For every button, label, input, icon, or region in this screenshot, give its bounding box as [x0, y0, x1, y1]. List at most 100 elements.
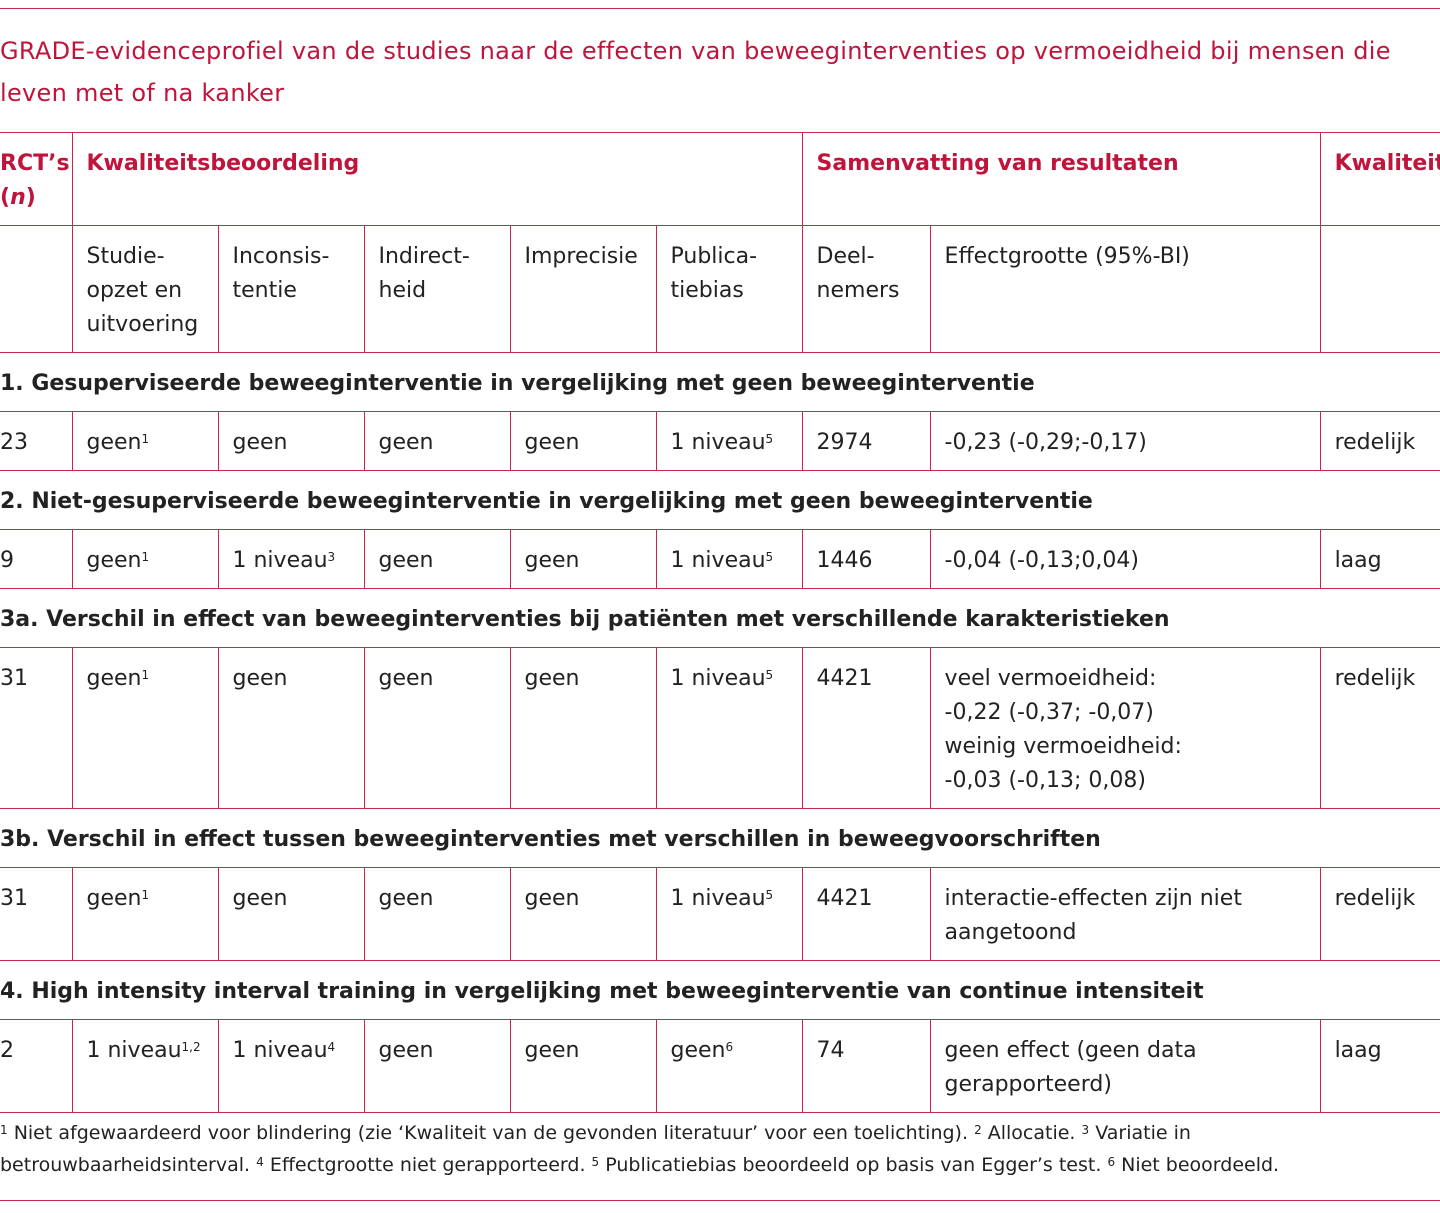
assessment-cell: 1 niveau3: [217, 529, 365, 589]
footnote-ref: 1: [141, 432, 150, 446]
effect-size: -0,04 (-0,13;0,04): [929, 529, 1321, 589]
footnote-mark: 3: [1081, 1123, 1090, 1137]
quality: redelijk: [1319, 647, 1440, 809]
data-row: 31 geen1 geen geen geen 1 niveau5 4421 interact…: [0, 867, 1440, 961]
footnote-text: Publicatiebias beoordeeld op basis van E…: [605, 1154, 1102, 1176]
cell-text: geen: [524, 666, 580, 691]
quality: redelijk: [1319, 867, 1440, 961]
footnotes: 1 Niet afgewaardeerd voor blindering (zi…: [0, 1117, 1430, 1181]
footnote-ref: 6: [725, 1040, 734, 1054]
assessment-cell: geen6: [655, 1019, 803, 1113]
subheader-cell: Inconsis-tentie: [217, 225, 365, 353]
subheader-cell: Publica-tiebias: [655, 225, 803, 353]
header-cell: Kwaliteit: [1319, 132, 1440, 226]
cell-text: geen: [524, 1038, 580, 1063]
subheader-cell: Deel-nemers: [801, 225, 931, 353]
top-rule: [0, 8, 1440, 9]
header-row: RCT’s (n) Kwaliteitsbeoordeling Samenvattin…: [0, 132, 1440, 226]
header-text: (: [0, 185, 11, 210]
section-row: 2. Niet-gesuperviseerde beweeginterventi…: [0, 470, 1440, 530]
footnote-ref: 3: [327, 550, 336, 564]
evidence-table: RCT’s (n) Kwaliteitsbeoordeling Samenvattin…: [0, 132, 1440, 1113]
assessment-cell: geen: [509, 647, 657, 809]
footnote-ref: 1: [141, 550, 150, 564]
footnote-ref: 5: [765, 668, 774, 682]
cell-text: 1 niveau: [670, 430, 766, 455]
footnote-ref: 5: [765, 888, 774, 902]
cell-text: geen: [86, 548, 142, 573]
cell-text: 1 niveau: [232, 1038, 328, 1063]
quality: redelijk: [1319, 411, 1440, 471]
assessment-cell: geen: [509, 529, 657, 589]
assessment-cell: 1 niveau5: [655, 411, 803, 471]
empty-cell: [1319, 225, 1440, 353]
assessment-cell: 1 niveau5: [655, 529, 803, 589]
assessment-cell: geen: [363, 867, 511, 961]
rct-count: 23: [0, 411, 73, 471]
cell-text: geen: [378, 666, 434, 691]
section-row: 3a. Verschil in effect van beweeginterve…: [0, 588, 1440, 648]
quality: laag: [1319, 529, 1440, 589]
effect-line: -0,03 (-0,13; 0,08): [944, 768, 1146, 793]
effect-line: interactie-effecten zijn niet aangetoond: [944, 886, 1242, 945]
subheader-cell: Indirect-heid: [363, 225, 511, 353]
cell-text: 1 niveau: [232, 548, 328, 573]
section-row: 1. Gesuperviseerde beweeginterventie in …: [0, 352, 1440, 412]
title: GRADE-evidenceprofiel van de studies naa…: [0, 37, 1391, 107]
footnote-ref: 5: [765, 550, 774, 564]
cell-text: geen: [232, 430, 288, 455]
participants: 1446: [801, 529, 931, 589]
cell-text: geen: [378, 430, 434, 455]
section-heading: 3a. Verschil in effect van beweeginterve…: [0, 588, 1440, 648]
data-row: 23 geen1 geen geen geen 1 niveau5 2974 -0,23 (-…: [0, 411, 1440, 471]
footnote-ref: 5: [765, 432, 774, 446]
data-row: 31 geen1 geen geen geen 1 niveau5 4421 veel ver…: [0, 647, 1440, 809]
subheader-cell: Imprecisie: [509, 225, 657, 353]
quality: laag: [1319, 1019, 1440, 1113]
footnote-mark: 6: [1107, 1155, 1116, 1169]
assessment-cell: 1 niveau4: [217, 1019, 365, 1113]
cell-text: geen: [524, 430, 580, 455]
bottom-rule: [0, 1200, 1440, 1201]
section-heading: 3b. Verschil in effect tussen beweeginte…: [0, 808, 1440, 868]
assessment-cell: geen: [509, 1019, 657, 1113]
section-row: 3b. Verschil in effect tussen beweeginte…: [0, 808, 1440, 868]
assessment-cell: geen: [217, 411, 365, 471]
effect-line: weinig vermoeidheid:: [944, 734, 1182, 759]
effect-line: -0,23 (-0,29;-0,17): [944, 430, 1147, 455]
assessment-cell: geen: [509, 411, 657, 471]
header-text: ): [25, 185, 36, 210]
footnote-ref: 1: [141, 888, 150, 902]
effect-line: -0,22 (-0,37; -0,07): [944, 700, 1154, 725]
cell-text: geen: [524, 548, 580, 573]
participants: 2974: [801, 411, 931, 471]
effect-size: -0,23 (-0,29;-0,17): [929, 411, 1321, 471]
footnote-mark: 4: [256, 1155, 264, 1169]
effect-size: veel vermoeidheid: -0,22 (-0,37; -0,07) we…: [929, 647, 1321, 809]
cell-text: geen: [86, 666, 142, 691]
cell-text: geen: [86, 430, 142, 455]
header-cell: Samenvatting van resultaten: [801, 132, 1321, 226]
header-text: n: [10, 185, 26, 210]
assessment-cell: geen: [363, 1019, 511, 1113]
rct-count: 2: [0, 1019, 73, 1113]
subheader-cell: Effectgrootte (95%-BI): [929, 225, 1321, 353]
participants: 74: [801, 1019, 931, 1113]
assessment-cell: geen: [217, 647, 365, 809]
participants: 4421: [801, 867, 931, 961]
section-row: 4. High intensity interval training in v…: [0, 960, 1440, 1020]
header-cell: Kwaliteitsbeoordeling: [71, 132, 803, 226]
rct-count: 31: [0, 867, 73, 961]
cell-text: geen: [378, 1038, 434, 1063]
cell-text: geen: [524, 886, 580, 911]
effect-size: interactie-effecten zijn niet aangetoond: [929, 867, 1321, 961]
assessment-cell: geen: [363, 529, 511, 589]
assessment-cell: geen: [217, 867, 365, 961]
header-cell: RCT’s (n): [0, 132, 73, 226]
assessment-cell: 1 niveau1,2: [71, 1019, 219, 1113]
footnote-text: Niet afgewaardeerd voor blindering (zie …: [13, 1122, 969, 1144]
footnote-mark: 2: [974, 1123, 982, 1137]
header-text: RCT’s: [0, 151, 70, 176]
